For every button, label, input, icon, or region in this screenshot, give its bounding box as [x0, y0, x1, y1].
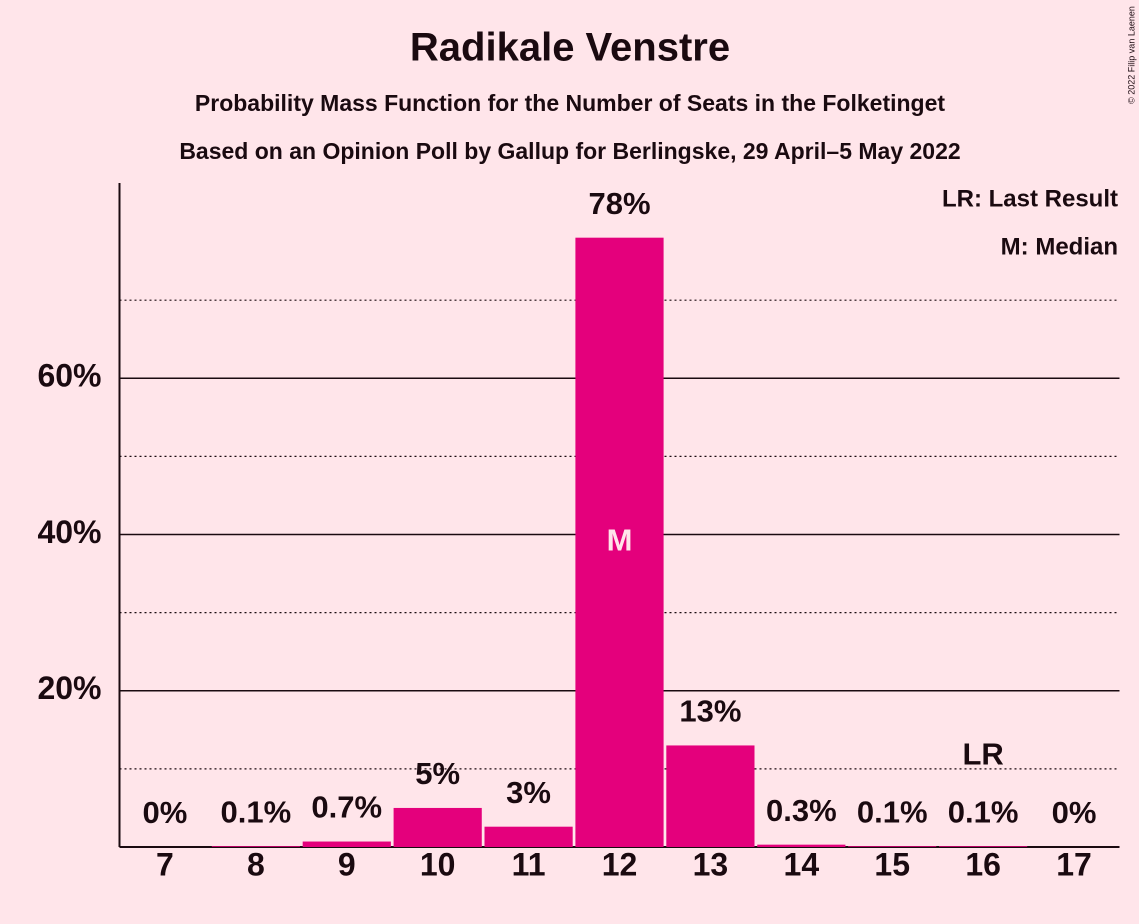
value-label: 0%	[143, 795, 188, 830]
value-label: 78%	[588, 186, 650, 221]
chart-subtitle: Probability Mass Function for the Number…	[195, 90, 945, 116]
x-tick-label: 17	[1056, 846, 1092, 882]
bar	[757, 844, 846, 847]
legend-entry: M: Median	[1001, 233, 1118, 260]
x-tick-label: 8	[247, 846, 265, 882]
x-tick-label: 13	[693, 846, 729, 882]
x-tick-label: 12	[602, 846, 638, 882]
value-label: 0%	[1052, 795, 1097, 830]
y-tick-label: 60%	[37, 358, 101, 394]
legend-entry: LR: Last Result	[942, 185, 1118, 212]
bar	[393, 807, 482, 847]
bar	[939, 846, 1028, 847]
y-tick-label: 40%	[37, 514, 101, 550]
value-label: 0.1%	[221, 794, 292, 829]
value-label: 0.7%	[311, 790, 382, 825]
value-label: 13%	[679, 694, 741, 729]
x-tick-label: 7	[156, 846, 174, 882]
x-tick-label: 14	[784, 846, 820, 882]
bar	[666, 745, 755, 847]
bar	[211, 846, 300, 847]
value-label: 0.1%	[857, 794, 928, 829]
bar	[484, 826, 573, 847]
value-label: 0.1%	[948, 794, 1019, 829]
x-tick-label: 10	[420, 846, 456, 882]
chart-title: Radikale Venstre	[410, 26, 730, 70]
y-tick-label: 20%	[37, 670, 101, 706]
value-label: 3%	[506, 775, 551, 810]
annotation: LR	[962, 736, 1003, 771]
value-label: 5%	[415, 756, 460, 791]
bar	[848, 846, 937, 847]
x-tick-label: 9	[338, 846, 356, 882]
bar	[575, 237, 664, 847]
annotation: M	[607, 523, 633, 558]
bar	[302, 841, 391, 847]
copyright: © 2022 Filip van Laenen	[1126, 6, 1136, 104]
value-label: 0.3%	[766, 793, 837, 828]
x-tick-label: 15	[874, 846, 910, 882]
chart-subtitle: Based on an Opinion Poll by Gallup for B…	[179, 138, 960, 164]
x-tick-label: 11	[512, 846, 546, 882]
x-tick-label: 16	[965, 846, 1001, 882]
